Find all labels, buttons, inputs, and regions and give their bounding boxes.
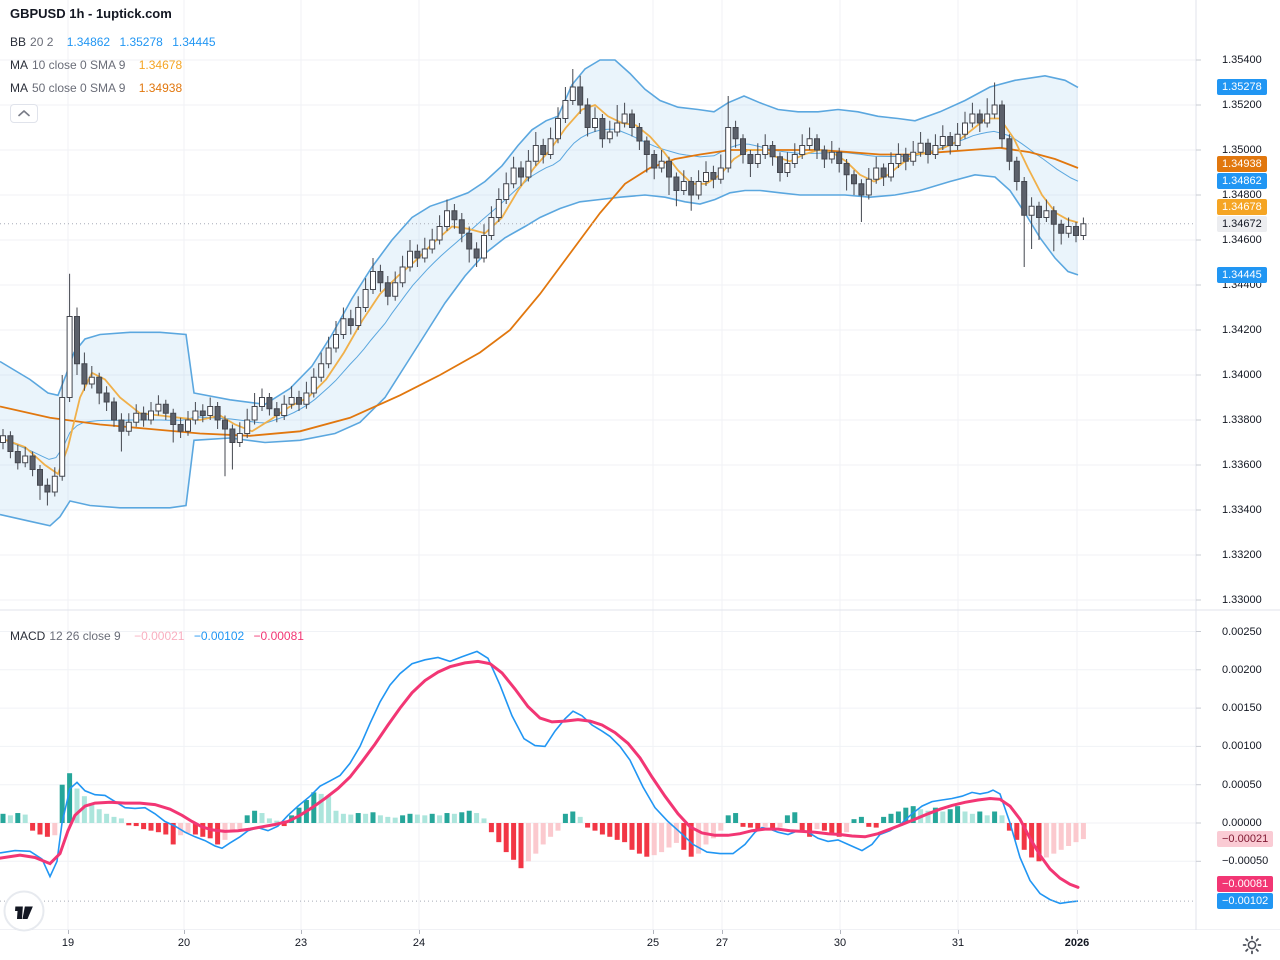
collapse-indicators-button[interactable]	[10, 104, 38, 123]
time-tick	[419, 930, 420, 934]
time-axis-label: 24	[412, 937, 426, 949]
bollinger-fill	[0, 60, 1078, 526]
legend-main: GBPUSD 1h - 1uptick.com BB 20 2 1.34862 1…	[10, 6, 216, 123]
time-axis[interactable]: 19 20 23 24 25 27 30 31 2026	[0, 930, 1280, 960]
time-tick	[68, 930, 69, 934]
bb-basis-value: 1.34862	[66, 35, 111, 49]
macd-signal-value: −0.00081	[253, 629, 304, 643]
candles	[0, 69, 1087, 506]
indicator-row-ma10[interactable]: MA 10 close 0 SMA 9 1.34678	[10, 54, 216, 77]
indicator-label: MACD	[10, 629, 46, 643]
time-tick	[958, 930, 959, 934]
time-tick	[722, 930, 723, 934]
time-tick	[1077, 930, 1078, 934]
time-axis-label: 23	[294, 937, 308, 949]
time-axis-label: 27	[715, 937, 729, 949]
grid	[0, 0, 1196, 930]
macd-line	[0, 650, 1079, 905]
chevron-up-icon	[18, 110, 30, 117]
time-axis-label: 2026	[1064, 937, 1090, 949]
indicator-row-bb[interactable]: BB 20 2 1.34862 1.35278 1.34445	[10, 31, 216, 54]
indicator-label: BB	[10, 35, 27, 49]
indicator-row-ma50[interactable]: MA 50 close 0 SMA 9 1.34938	[10, 77, 216, 100]
time-tick	[653, 930, 654, 934]
indicator-params: 20 2	[30, 35, 54, 49]
bb-upper-value: 1.35278	[119, 35, 163, 49]
bollinger-lower-line	[0, 173, 1079, 527]
settings-gear-icon[interactable]	[1242, 935, 1262, 955]
time-tick	[840, 930, 841, 934]
time-tick	[184, 930, 185, 934]
time-axis-label: 20	[177, 937, 191, 949]
indicator-params: 12 26 close 9	[49, 629, 121, 643]
indicator-params: 50 close 0 SMA 9	[32, 81, 126, 95]
time-axis-label: 25	[646, 937, 660, 949]
time-axis-label: 30	[833, 937, 847, 949]
time-axis-label: 31	[951, 937, 965, 949]
time-axis-label: 19	[61, 937, 75, 949]
symbol-title: GBPUSD 1h - 1uptick.com	[10, 6, 172, 21]
bollinger-upper-line	[0, 59, 1079, 406]
ma50-value: 1.34938	[138, 81, 183, 95]
price-macd-chart-canvas[interactable]	[0, 0, 1280, 930]
macd-line-value: −0.00102	[193, 629, 245, 643]
indicator-label: MA	[10, 81, 28, 95]
indicator-label: MA	[10, 58, 28, 72]
ma10-value: 1.34678	[138, 58, 183, 72]
indicator-row-macd[interactable]: MACD 12 26 close 9 −0.00021 −0.00102 −0.0…	[10, 629, 304, 643]
tradingview-logo[interactable]	[3, 890, 45, 932]
macd-signal-line	[0, 659, 1080, 889]
time-tick	[301, 930, 302, 934]
bb-lower-value: 1.34445	[172, 35, 216, 49]
macd-hist-value: −0.00021	[134, 629, 185, 643]
indicator-params: 10 close 0 SMA 9	[32, 58, 126, 72]
